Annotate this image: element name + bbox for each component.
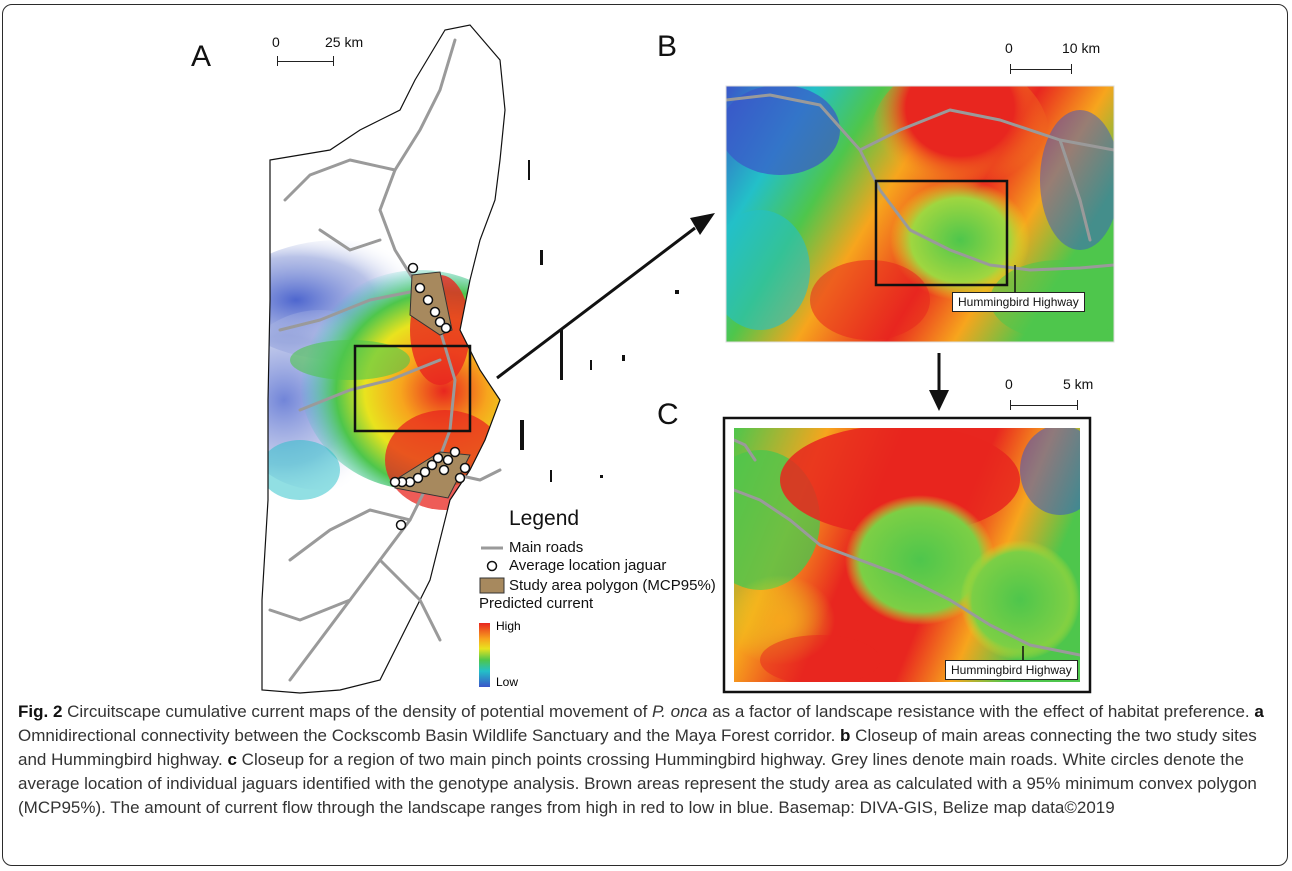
current-color-ramp	[479, 623, 490, 687]
legend-item-jaguar: Average location jaguar	[479, 557, 709, 575]
jaguar-locations	[389, 262, 471, 531]
panel-b-letter: B	[657, 30, 678, 63]
caption-a-label: a	[1254, 702, 1264, 721]
panel-a-scale-zero: 0	[272, 34, 280, 50]
panel-b-zoom-box	[874, 179, 1009, 287]
legend-item-study-area: Study area polygon (MCP95%)	[479, 577, 719, 595]
legend-ramp-low: Low	[496, 675, 519, 689]
caption-after-species: as a factor of landscape resistance with…	[707, 702, 1255, 721]
panel-a-letter: A	[191, 40, 212, 73]
figure-frame	[2, 4, 1288, 866]
legend-item-roads: Main roads	[479, 539, 709, 557]
map-legend: Legend Main roads Average location jagua…	[479, 507, 719, 697]
caption-fig-label: Fig. 2	[18, 702, 63, 721]
panel-c-scale-zero: 0	[1005, 376, 1013, 392]
panel-c-scale-end: 5 km	[1063, 376, 1094, 392]
caption-b-label: b	[840, 726, 851, 745]
caption-b-text: Closeup of main areas connecting the two…	[18, 726, 1257, 769]
arrow-b-to-c	[929, 353, 949, 411]
jaguar-circle-swatch	[486, 560, 498, 572]
panel-a-zoom-box	[353, 344, 472, 433]
caption-c-text: Closeup for a region of two main pinch p…	[18, 750, 1257, 817]
study-area-swatch	[479, 577, 505, 594]
panel-c-map	[722, 416, 1092, 694]
panel-c-letter: C	[657, 398, 679, 431]
map-figure	[261, 24, 1115, 694]
legend-title: Legend	[509, 507, 580, 530]
arrow-a-to-b	[496, 213, 715, 380]
legend-item-roads-label: Main roads	[509, 539, 584, 556]
panel-b-map	[725, 85, 1115, 343]
panel-b-scale-end: 10 km	[1062, 40, 1101, 56]
legend-current-title: Predicted current	[479, 595, 594, 612]
caption-species: P. onca	[652, 702, 708, 721]
caption-a-text: Omnidirectional connectivity between the…	[18, 726, 841, 745]
legend-item-study-area-label: Study area polygon (MCP95%)	[509, 577, 716, 594]
panel-a-scale-end: 25 km	[325, 34, 364, 50]
panel-b-scale-zero: 0	[1005, 40, 1013, 56]
panel-c-road-label: Hummingbird Highway	[945, 660, 1078, 680]
road-line-swatch	[481, 546, 503, 550]
caption-intro: Circuitscape cumulative current maps of …	[62, 702, 653, 721]
legend-ramp-high: High	[496, 619, 521, 633]
caption-c-label: c	[227, 750, 237, 769]
panel-b-road-label: Hummingbird Highway	[952, 292, 1085, 312]
legend-item-jaguar-label: Average location jaguar	[509, 557, 667, 574]
figure-caption: Fig. 2 Circuitscape cumulative current m…	[18, 700, 1280, 820]
